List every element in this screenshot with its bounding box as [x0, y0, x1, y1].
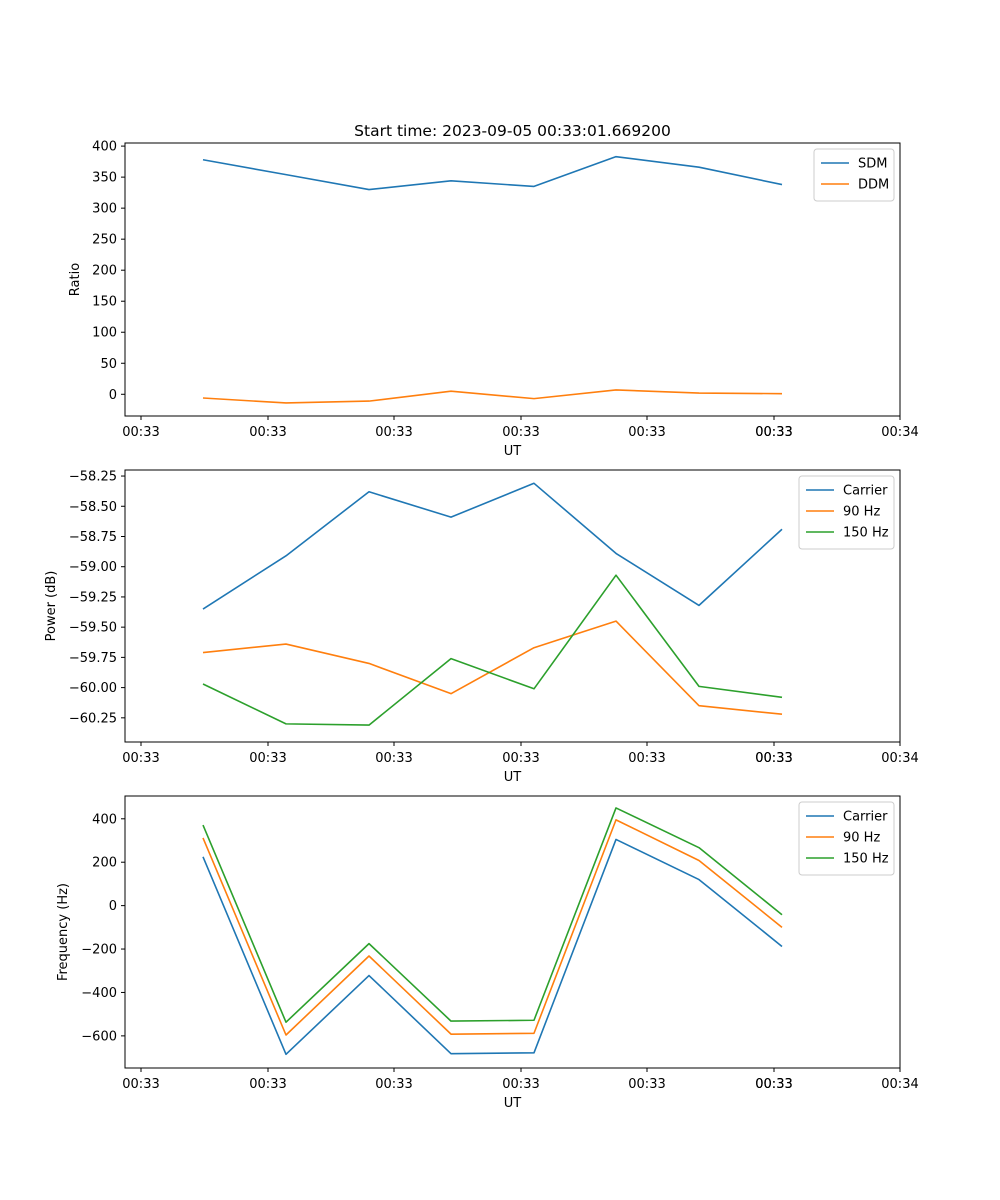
y-tick-label: 400	[92, 140, 117, 155]
x-tick-label: 00:33	[375, 425, 412, 440]
power-panel: −60.25 −60.00 −59.75 −59.50 −59.25 −59.00 −58.…	[44, 469, 919, 785]
x-tick-label: 00:33	[249, 1077, 286, 1092]
y-tick-label: −58.75	[69, 530, 117, 545]
y-tick-label: −600	[81, 1029, 117, 1044]
series-line-carrier	[202, 838, 783, 1056]
legend-entry: 150 Hz	[843, 526, 889, 541]
x-tick-label: 00:33	[122, 751, 159, 766]
y-tick-label: 0	[109, 899, 117, 914]
y-tick-label: 300	[92, 202, 117, 217]
x-tick-label: 00:33	[502, 425, 539, 440]
y-axis-label: Ratio	[68, 263, 83, 296]
y-tick-label: −58.50	[69, 500, 117, 515]
y-tick-label: 0	[109, 388, 117, 403]
x-tick-label: 00:33	[755, 425, 792, 440]
y-axis-label: Frequency (Hz)	[56, 883, 71, 981]
legend-entry: 150 Hz	[843, 852, 889, 867]
series-line-150-hz	[202, 807, 783, 1024]
legend-box	[798, 475, 895, 550]
series-line-90-hz	[202, 620, 783, 715]
x-tick-label: 00:33	[249, 751, 286, 766]
x-tick-label: 00:33	[755, 751, 792, 766]
x-tick-label: 00:33	[755, 751, 792, 766]
figure-title: Start time: 2023-09-05 00:33:01.669200	[354, 122, 671, 140]
legend-box	[798, 801, 895, 876]
y-tick-label: 50	[100, 357, 117, 372]
series-line-carrier	[202, 482, 783, 610]
legend-entry: 90 Hz	[843, 505, 880, 520]
x-tick-label: 00:34	[881, 425, 918, 440]
x-tick-label: 00:33	[122, 1077, 159, 1092]
y-tick-label: −60.00	[69, 681, 117, 696]
y-tick-label: −59.50	[69, 621, 117, 636]
y-tick-label: 100	[92, 326, 117, 341]
legend-entry: DDM	[858, 178, 889, 193]
x-tick-label: 00:33	[375, 1077, 412, 1092]
x-tick-label: 00:33	[502, 751, 539, 766]
axes-frame	[124, 469, 901, 743]
y-tick-label: −400	[81, 986, 117, 1001]
x-tick-label: 00:33	[122, 425, 159, 440]
legend-entry: SDM	[858, 157, 887, 172]
series-line-90-hz	[202, 819, 783, 1036]
x-tick-label: 00:33	[755, 1077, 792, 1092]
y-tick-label: 200	[92, 856, 117, 871]
x-axis-label: UT	[504, 770, 522, 785]
legend-box	[813, 148, 895, 202]
y-tick-label: 250	[92, 233, 117, 248]
y-tick-label: 400	[92, 812, 117, 827]
y-tick-label: −59.75	[69, 651, 117, 666]
ratio-panel: 0 50 100 150 200 250 300 350 400 00:33 00:33 00:33 0…	[68, 140, 919, 459]
series-line-ddm	[202, 389, 783, 404]
y-tick-label: −59.25	[69, 590, 117, 605]
x-tick-label: 00:33	[755, 425, 792, 440]
x-tick-label: 00:33	[628, 751, 665, 766]
axes-frame	[124, 142, 901, 417]
legend-entry: Carrier	[843, 484, 888, 499]
x-tick-label: 00:33	[628, 425, 665, 440]
y-tick-label: 350	[92, 171, 117, 186]
x-tick-label: 00:33	[755, 1077, 792, 1092]
x-tick-label: 00:33	[502, 1077, 539, 1092]
x-axis-label: UT	[504, 1096, 522, 1111]
y-tick-label: −59.00	[69, 560, 117, 575]
y-tick-label: 150	[92, 295, 117, 310]
y-tick-label: −60.25	[69, 711, 117, 726]
y-tick-label: 200	[92, 264, 117, 279]
x-tick-label: 00:33	[628, 1077, 665, 1092]
x-axis-label: UT	[504, 444, 522, 459]
x-tick-label: 00:33	[375, 751, 412, 766]
axes-frame	[124, 795, 901, 1069]
y-axis-label: Power (dB)	[44, 571, 59, 642]
y-tick-label: −200	[81, 943, 117, 958]
x-tick-label: 00:34	[881, 751, 918, 766]
frequency-panel: −600 −400 −200 0 200 400 00:33 00:33 00:33 00:33 0…	[56, 795, 919, 1111]
series-line-150-hz	[202, 574, 783, 726]
series-line-sdm	[202, 155, 783, 191]
x-tick-label: 00:33	[249, 425, 286, 440]
legend-entry: 90 Hz	[843, 831, 880, 846]
x-tick-label: 00:34	[881, 1077, 918, 1092]
legend-entry: Carrier	[843, 810, 888, 825]
y-tick-label: −58.25	[69, 470, 117, 485]
